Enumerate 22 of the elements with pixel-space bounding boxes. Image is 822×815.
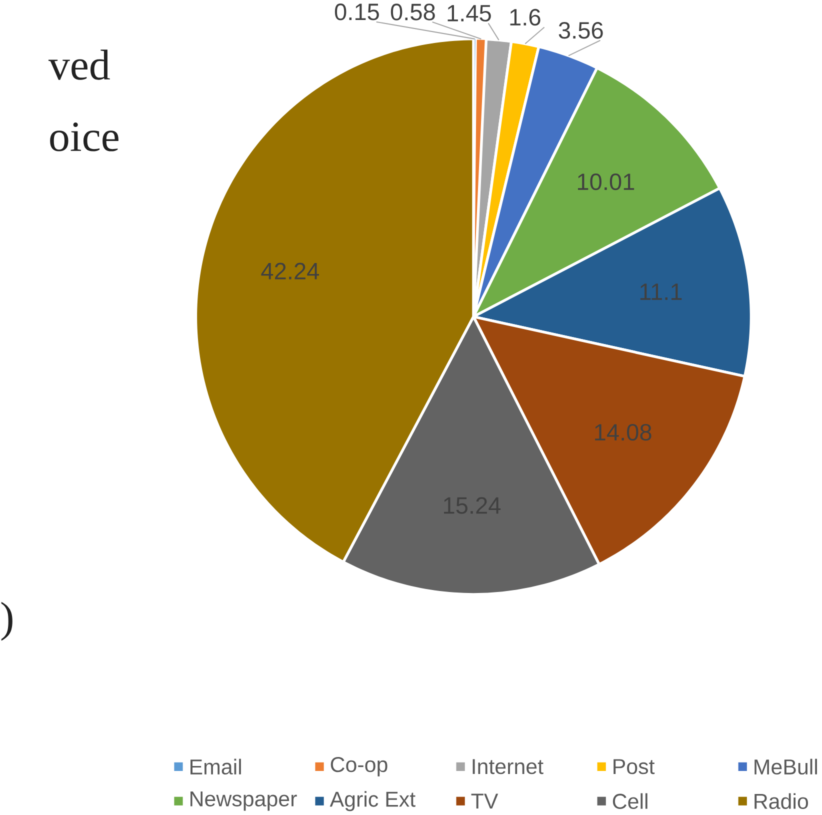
legend-label: Co-op — [330, 757, 388, 777]
legend-label: Email — [190, 758, 241, 775]
legend-label: Cell — [612, 793, 648, 810]
legend-label: Radio — [754, 793, 808, 810]
text: ved — [48, 50, 110, 80]
legend-label: MeBull — [754, 758, 817, 775]
text: ) — [1, 602, 12, 641]
data-label: 1.6 — [510, 9, 540, 26]
data-label: 14.08 — [595, 424, 652, 441]
data-label: 42.24 — [261, 262, 320, 280]
text: oice — [50, 122, 118, 152]
legend-label: Newspaper — [190, 792, 297, 811]
data-label: 10.01 — [578, 174, 634, 190]
legend-label: TV — [471, 794, 498, 809]
data-label: 0.15 — [334, 4, 379, 20]
data-label: 3.56 — [558, 22, 603, 39]
data-label: 11.1 — [640, 284, 682, 300]
legend-label: Post — [614, 759, 655, 774]
data-label: 1.45 — [448, 5, 491, 22]
legend-label: Agric Ext — [330, 791, 416, 812]
data-label: 0.58 — [390, 4, 435, 21]
legend-label: Internet — [472, 759, 544, 774]
